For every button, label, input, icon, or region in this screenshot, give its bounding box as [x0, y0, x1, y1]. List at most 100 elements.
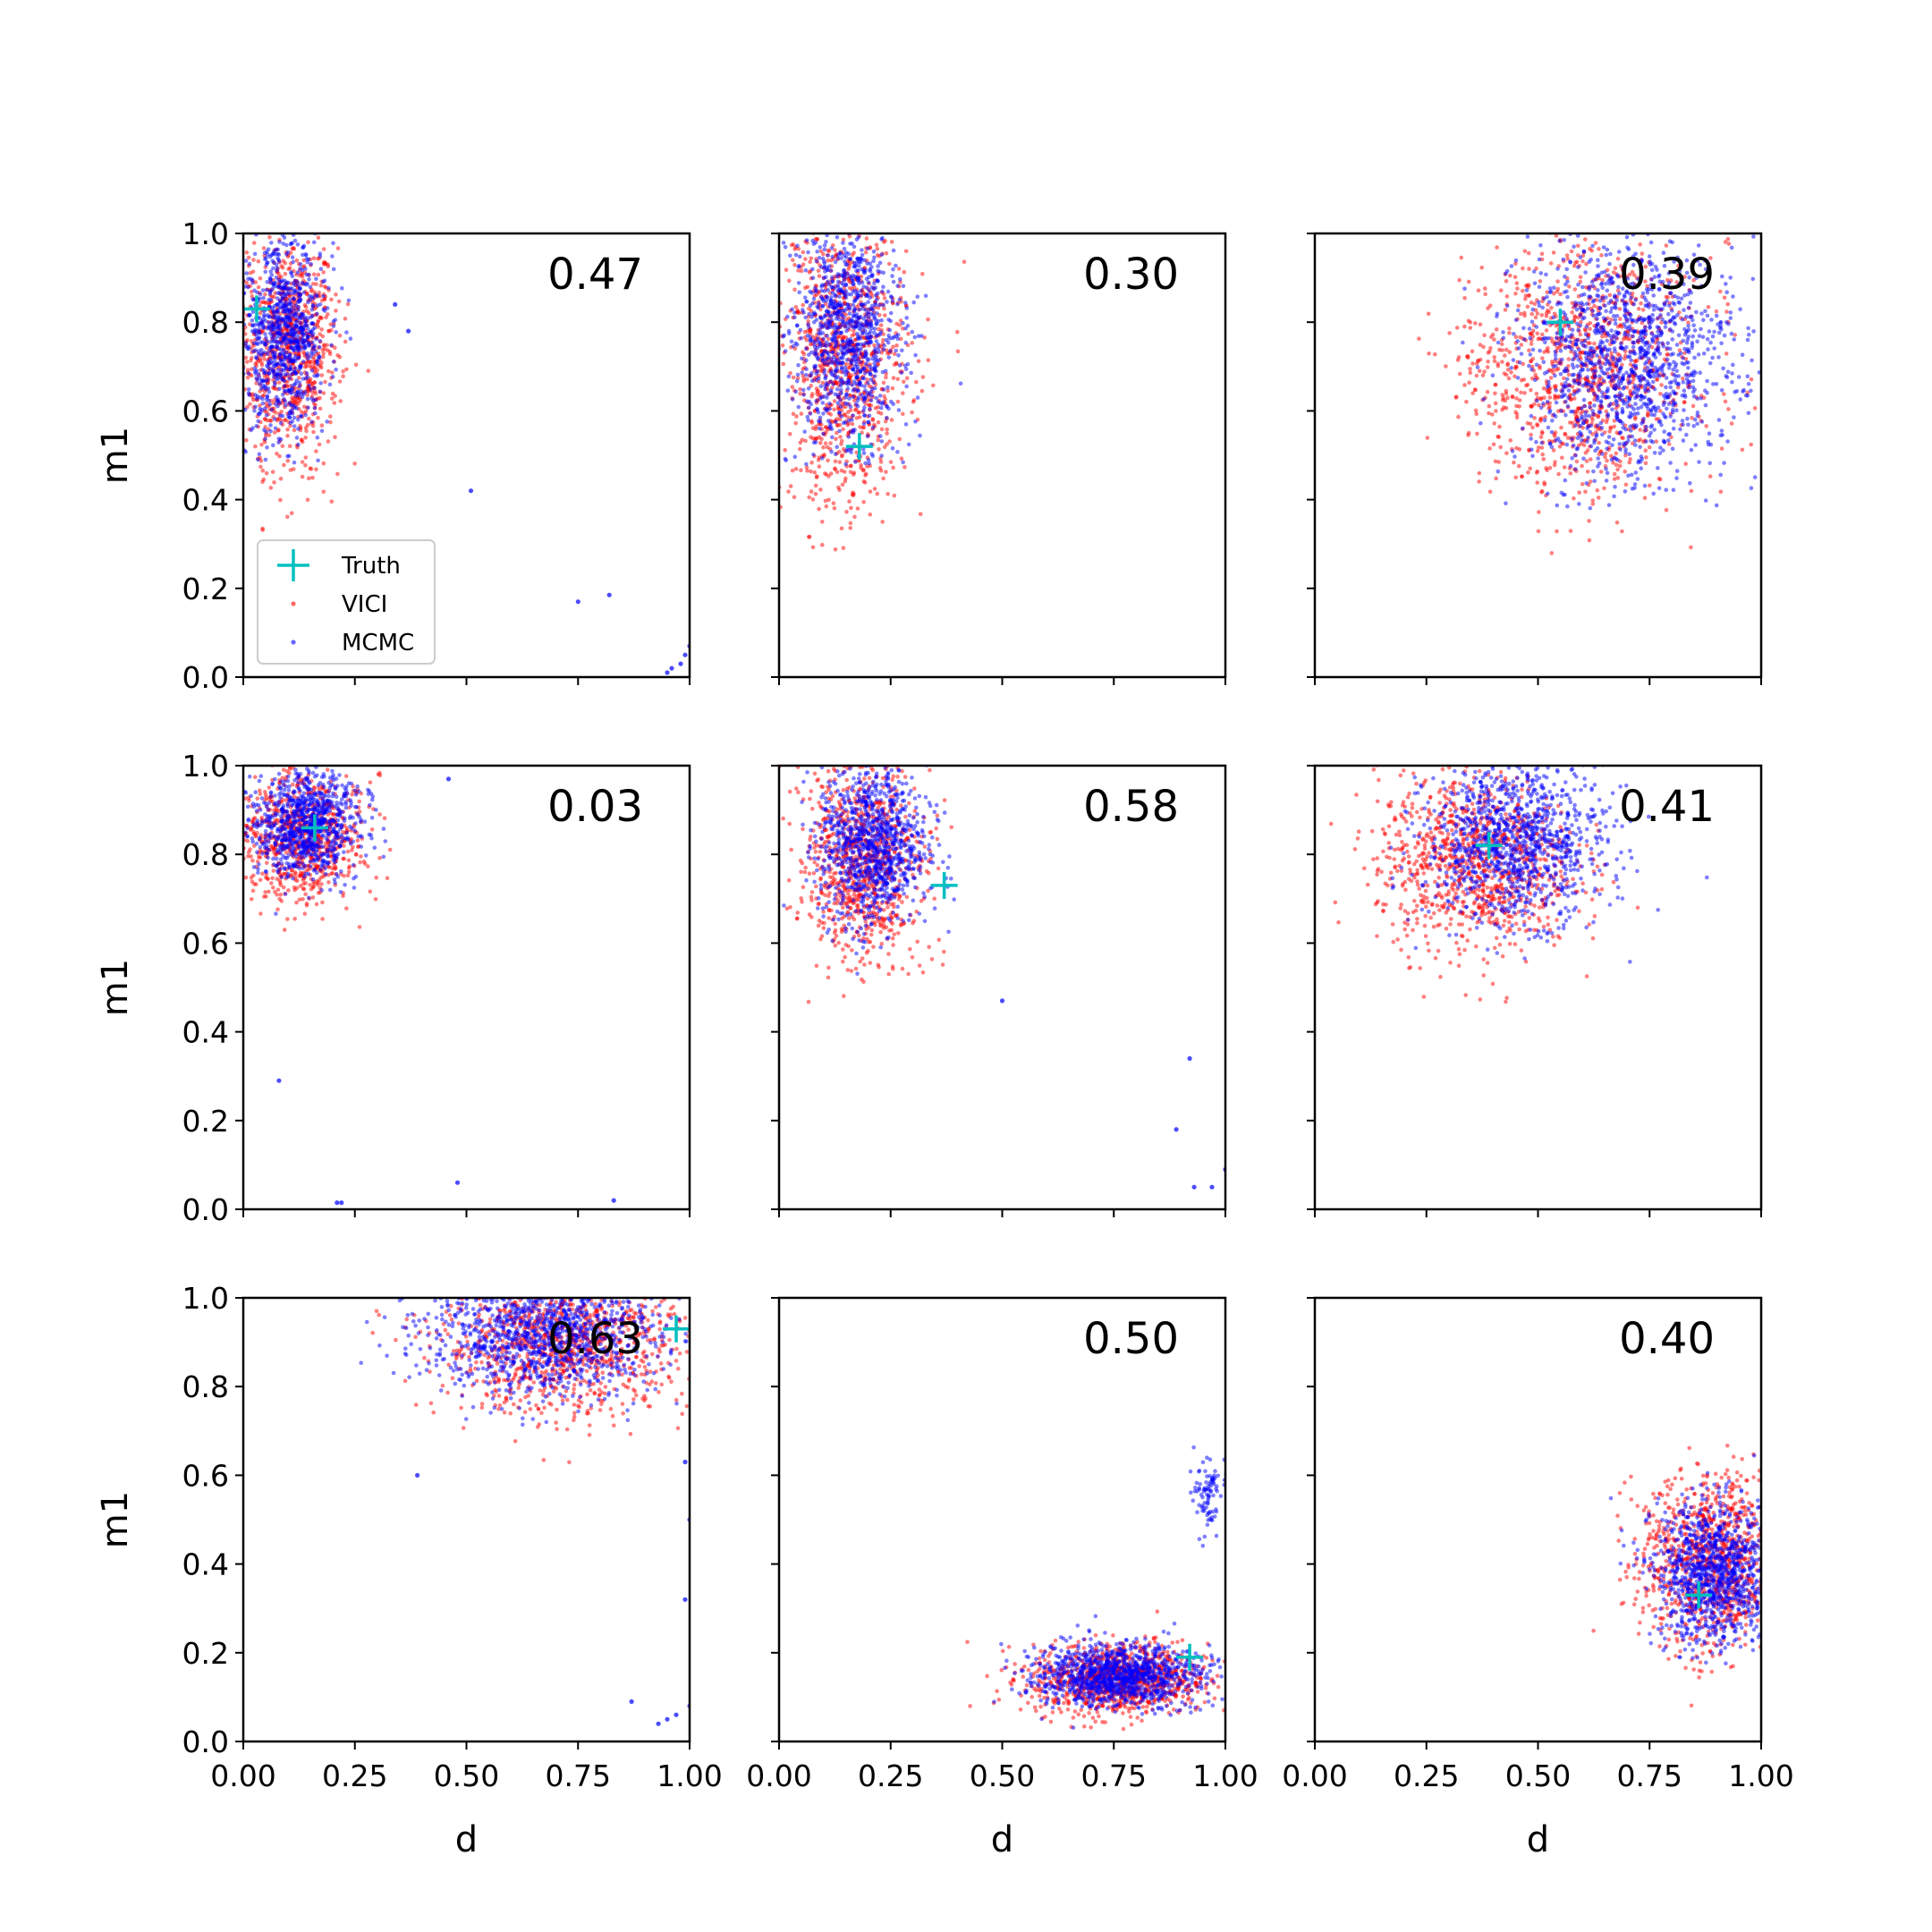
point-mcmc: [263, 223, 267, 227]
point-vici: [287, 209, 292, 214]
point-mcmc: [271, 325, 275, 330]
point-vici: [327, 352, 333, 357]
point-vici: [1549, 551, 1555, 555]
point-mcmc: [292, 424, 297, 428]
point-mcmc: [833, 322, 837, 327]
point-mcmc: [807, 311, 811, 317]
point-mcmc: [880, 289, 885, 294]
point-mcmc: [285, 318, 291, 322]
point-vici: [1724, 352, 1729, 356]
point-vici: [931, 383, 936, 388]
point-vici: [1527, 348, 1531, 353]
point-vici: [1623, 453, 1628, 458]
point-vici: [1615, 257, 1621, 261]
point-mcmc: [884, 185, 888, 190]
point-vici: [1726, 242, 1732, 246]
point-vici: [1504, 279, 1509, 284]
point-mcmc: [250, 297, 255, 302]
point-vici: [1534, 214, 1538, 218]
point-vici: [1623, 356, 1627, 361]
point-vici: [804, 337, 809, 343]
point-vici: [809, 189, 814, 193]
point-vici: [867, 226, 871, 231]
point-vici: [273, 410, 278, 415]
point-mcmc: [236, 433, 241, 437]
point-mcmc: [871, 312, 876, 318]
point-vici: [1519, 343, 1524, 347]
point-vici: [1485, 389, 1490, 394]
point-mcmc: [304, 282, 309, 287]
point-mcmc: [827, 401, 832, 406]
point-mcmc: [843, 462, 848, 467]
point-mcmc: [273, 315, 277, 320]
point-vici: [1618, 322, 1623, 327]
point-vici: [232, 270, 236, 275]
point-mcmc: [285, 453, 290, 459]
point-vici: [1491, 442, 1496, 447]
point-vici: [312, 365, 318, 370]
point-mcmc: [797, 264, 801, 268]
point-mcmc: [874, 321, 878, 326]
point-mcmc: [869, 372, 873, 377]
point-vici: [306, 216, 310, 220]
point-mcmc: [859, 346, 863, 352]
point-vici: [283, 271, 288, 276]
point-mcmc: [858, 360, 863, 365]
point-vici: [813, 210, 818, 215]
point-vici: [1608, 426, 1613, 431]
point-mcmc: [265, 260, 269, 265]
point-mcmc: [874, 292, 878, 298]
point-mcmc: [299, 364, 303, 369]
point-mcmc: [1605, 247, 1610, 252]
point-vici: [253, 444, 258, 449]
point-mcmc: [270, 306, 275, 310]
point-mcmc: [911, 300, 916, 305]
point-vici: [831, 501, 836, 505]
point-vici: [1487, 411, 1491, 416]
point-mcmc: [269, 360, 274, 365]
point-mcmc: [835, 200, 839, 205]
point-vici: [1453, 395, 1459, 400]
point-vici: [1569, 249, 1574, 254]
point-vici: [788, 370, 792, 376]
point-mcmc: [309, 334, 315, 338]
point-vici: [902, 465, 907, 470]
point-vici: [273, 386, 277, 391]
point-vici: [270, 209, 275, 214]
point-mcmc: [850, 199, 854, 204]
point-vici: [1689, 488, 1694, 494]
point-vici: [1558, 292, 1563, 297]
point-vici: [1470, 349, 1475, 354]
point-vici: [853, 408, 858, 412]
point-mcmc: [262, 314, 267, 319]
point-vici: [809, 384, 813, 388]
point-vici: [877, 326, 881, 332]
point-vici: [334, 309, 338, 313]
point-mcmc: [869, 319, 873, 324]
point-mcmc: [795, 243, 800, 249]
point-vici: [1505, 395, 1510, 401]
point-vici: [886, 352, 890, 356]
point-vici: [1517, 447, 1522, 452]
point-vici: [303, 462, 308, 468]
point-vici: [882, 306, 886, 311]
point-vici: [826, 497, 831, 503]
point-vici: [306, 214, 310, 218]
point-vici: [773, 246, 777, 250]
point-vici: [1627, 337, 1632, 342]
point-vici: [1517, 398, 1522, 402]
point-mcmc: [871, 353, 877, 358]
point-mcmc: [307, 294, 312, 299]
point-vici: [1580, 463, 1584, 469]
point-mcmc: [855, 295, 860, 301]
point-mcmc: [866, 357, 871, 361]
point-mcmc: [865, 434, 870, 439]
point-mcmc: [837, 411, 842, 415]
point-mcmc: [268, 269, 274, 274]
point-mcmc: [806, 386, 811, 391]
point-mcmc: [852, 264, 858, 269]
point-mcmc: [275, 371, 280, 377]
point-mcmc: [318, 302, 323, 307]
point-mcmc: [275, 256, 280, 260]
point-mcmc: [257, 323, 262, 328]
